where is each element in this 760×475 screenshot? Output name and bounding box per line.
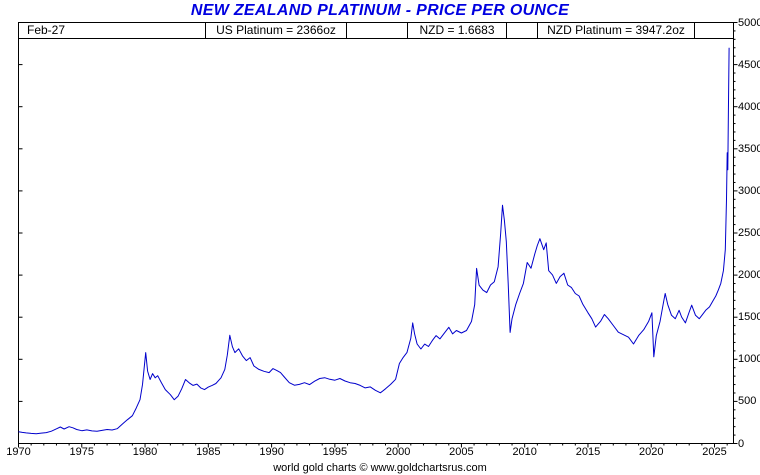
header-us-platinum: US Platinum = 2366oz — [205, 23, 347, 38]
y-tick-label: 3000 — [738, 184, 760, 197]
y-tick-label: 2000 — [738, 269, 760, 282]
header-nzd-platinum: NZD Platinum = 3947.2oz — [537, 23, 695, 38]
y-tick-label: 4500 — [738, 58, 760, 71]
chart-header-strip: Feb-27 US Platinum = 2366oz NZD = 1.6683… — [19, 23, 733, 39]
x-tick-label: 2005 — [449, 446, 474, 458]
y-tick-label: 3500 — [738, 142, 760, 155]
x-tick-label: 1995 — [322, 446, 348, 458]
platinum-price-line — [18, 47, 730, 435]
y-tick-label: 0 — [738, 437, 745, 450]
x-tick-label: 1975 — [69, 446, 94, 458]
x-tick-label: 1970 — [6, 446, 31, 458]
y-tick-label: 5000 — [738, 16, 760, 29]
x-tick-label: 2010 — [512, 446, 537, 458]
header-nzd-rate: NZD = 1.6683 — [407, 23, 507, 38]
x-tick-label: 2000 — [385, 446, 411, 458]
x-tick-label: 2020 — [638, 446, 664, 458]
y-tick-label: 1500 — [738, 311, 760, 324]
y-tick-label: 4000 — [738, 100, 760, 113]
y-tick-label: 2500 — [738, 227, 760, 239]
x-tick-label: 2015 — [575, 446, 601, 458]
y-tick-label: 500 — [738, 395, 757, 408]
plot-border — [18, 22, 734, 444]
chart-footer: world gold charts © www.goldchartsrus.co… — [273, 462, 487, 474]
header-date: Feb-27 — [27, 23, 66, 37]
chart-title: NEW ZEALAND PLATINUM - PRICE PER OUNCE — [190, 2, 570, 19]
x-tick-label: 1990 — [259, 446, 284, 458]
x-tick-label: 1980 — [132, 446, 158, 458]
y-tick-label: 1000 — [738, 353, 760, 366]
x-tick-label: 2025 — [702, 446, 727, 458]
x-tick-label: 1985 — [196, 446, 221, 458]
